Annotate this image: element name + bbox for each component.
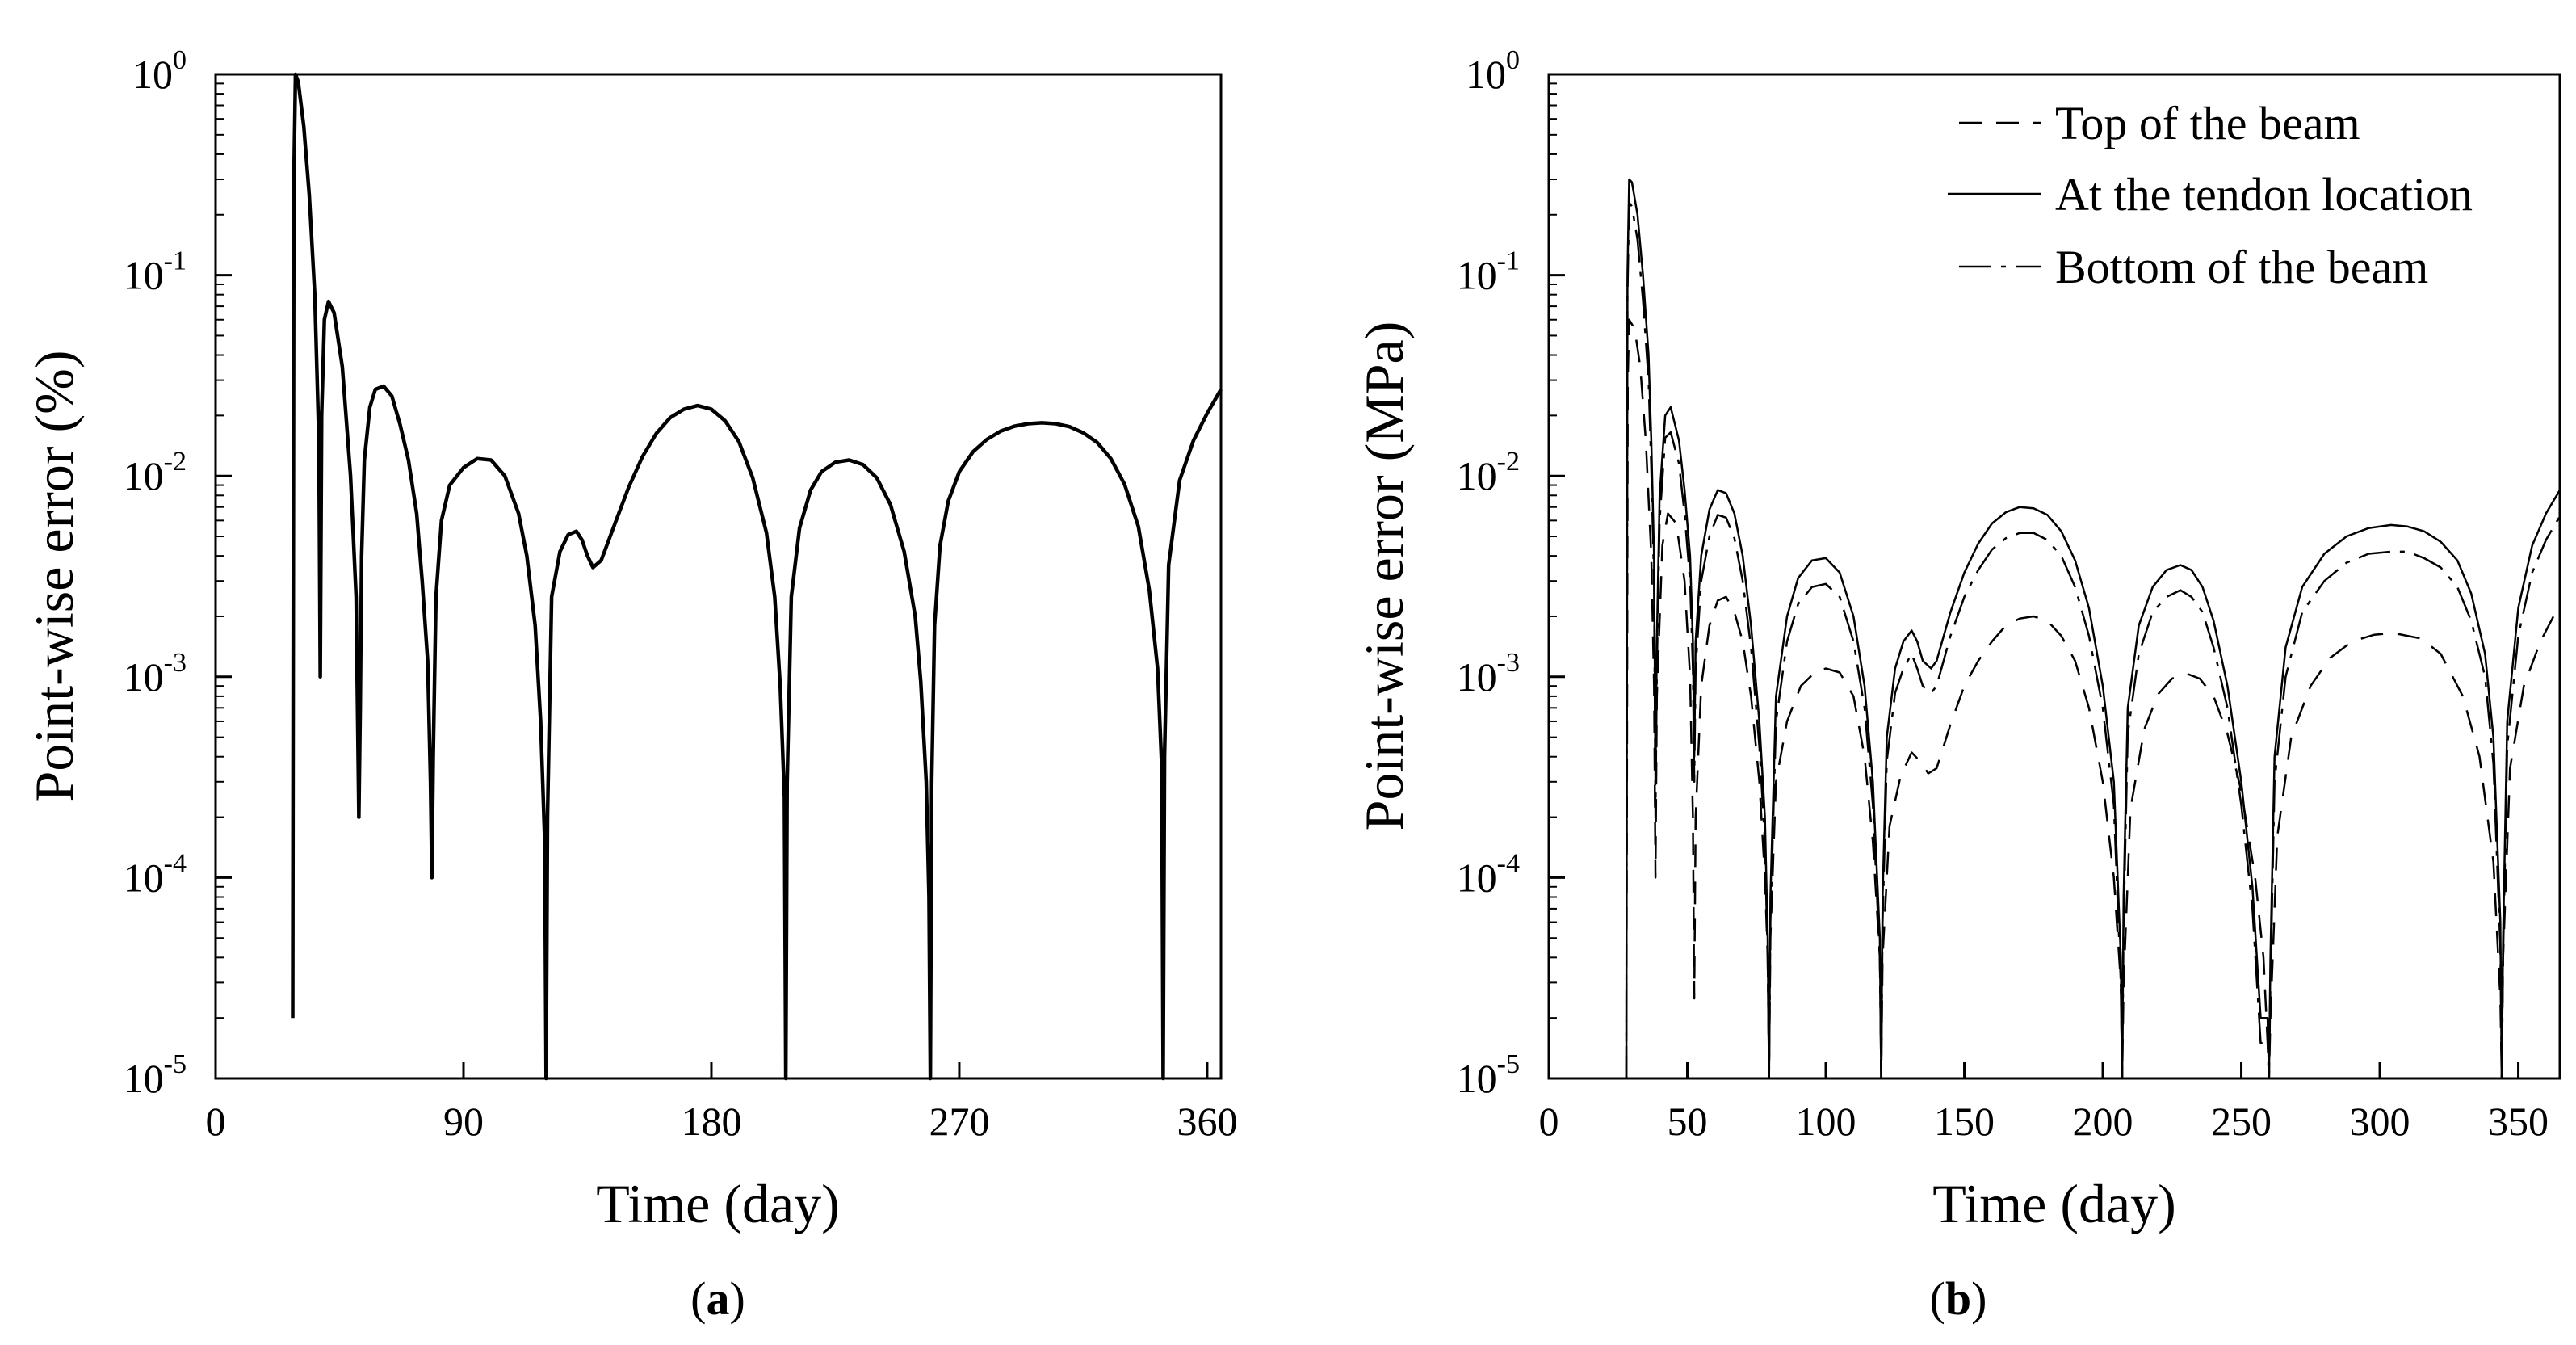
chart-a-gridlines: 10-5 10-4 10-3 10-2 10-1 100 bbox=[124, 45, 232, 1101]
chart-b-series-at-the-tendon-location bbox=[1625, 178, 2561, 1080]
chart-a: 10-5 10-4 10-3 10-2 10-1 100 0 90 180 270 360 Tim… bbox=[23, 45, 1237, 1325]
chart-a-x-axis-label: Time (day) bbox=[596, 1173, 840, 1234]
chart-b-x-tick-label: 300 bbox=[2350, 1099, 2410, 1144]
chart-a-series-point-wise-error bbox=[291, 72, 1223, 1081]
legend-label-bottom-of-the-beam: Bottom of the beam bbox=[2055, 241, 2428, 293]
chart-a-y-tick-label: 10-1 bbox=[124, 246, 187, 298]
chart-b-x-tick-label: 50 bbox=[1668, 1099, 1708, 1144]
chart-b-y-axis-label: Point-wise error (MPa) bbox=[1353, 322, 1415, 831]
legend-label-top-of-the-beam: Top of the beam bbox=[2055, 97, 2360, 149]
chart-a-y-tick-label: 10-3 bbox=[124, 648, 187, 700]
chart-b-x-tick-label: 250 bbox=[2211, 1099, 2272, 1144]
chart-b-legend: Top of the beam At the tendon location B… bbox=[1948, 97, 2473, 293]
chart-b-x-tick-label: 100 bbox=[1796, 1099, 1856, 1144]
chart-b-y-tick-label: 10-1 bbox=[1457, 246, 1520, 298]
chart-a-lines bbox=[291, 72, 1223, 1081]
chart-b-x-tick-label: 0 bbox=[1539, 1099, 1559, 1144]
chart-a-x-tick-label: 180 bbox=[681, 1099, 741, 1144]
chart-b-y-tick-label: 10-2 bbox=[1457, 447, 1520, 498]
chart-b-x-tick-label: 350 bbox=[2488, 1099, 2549, 1144]
chart-a-y-tick-label: 10-5 bbox=[124, 1049, 187, 1101]
chart-b-series-top-of-the-beam bbox=[1625, 318, 2561, 1080]
chart-b-lines bbox=[1625, 178, 2561, 1080]
chart-b-plot-frame bbox=[1547, 73, 2561, 1080]
chart-a-x-tick-label: 0 bbox=[206, 1099, 226, 1144]
legend-label-at-the-tendon-location: At the tendon location bbox=[2055, 168, 2473, 221]
chart-b-x-tick-label: 150 bbox=[1934, 1099, 1995, 1144]
chart-b-y-tick-label: 10-5 bbox=[1457, 1049, 1520, 1101]
chart-a-y-tick-label: 10-2 bbox=[124, 447, 187, 498]
chart-b-series-bottom-of-the-beam bbox=[1625, 201, 2561, 1080]
chart-a-x-ticks: 0 90 180 270 360 bbox=[206, 1062, 1237, 1144]
chart-a-x-tick-label: 270 bbox=[929, 1099, 989, 1144]
chart-b: 10-5 10-4 10-3 10-2 10-1 100 0 50 100 150 200 250 3… bbox=[1353, 45, 2561, 1325]
chart-b-x-tick-label: 200 bbox=[2073, 1099, 2133, 1144]
chart-b-y-tick-label: 10-4 bbox=[1457, 848, 1520, 900]
chart-b-y-tick-label: 100 bbox=[1466, 45, 1520, 97]
chart-b-panel-label: (b) bbox=[1930, 1272, 1987, 1325]
chart-a-y-axis-label: Point-wise error (%) bbox=[23, 351, 85, 802]
chart-a-y-tick-label: 100 bbox=[132, 45, 187, 97]
chart-b-x-ticks: 0 50 100 150 200 250 300 350 bbox=[1539, 1062, 2549, 1144]
chart-a-panel-label: (a) bbox=[690, 1272, 745, 1325]
chart-a-y-tick-label: 10-4 bbox=[124, 848, 187, 900]
chart-b-y-tick-label: 10-3 bbox=[1457, 648, 1520, 700]
chart-b-x-axis-label: Time (day) bbox=[1932, 1173, 2176, 1234]
chart-a-plot-frame bbox=[214, 73, 1223, 1080]
chart-a-x-tick-label: 360 bbox=[1177, 1099, 1237, 1144]
chart-a-x-tick-label: 90 bbox=[443, 1099, 484, 1144]
